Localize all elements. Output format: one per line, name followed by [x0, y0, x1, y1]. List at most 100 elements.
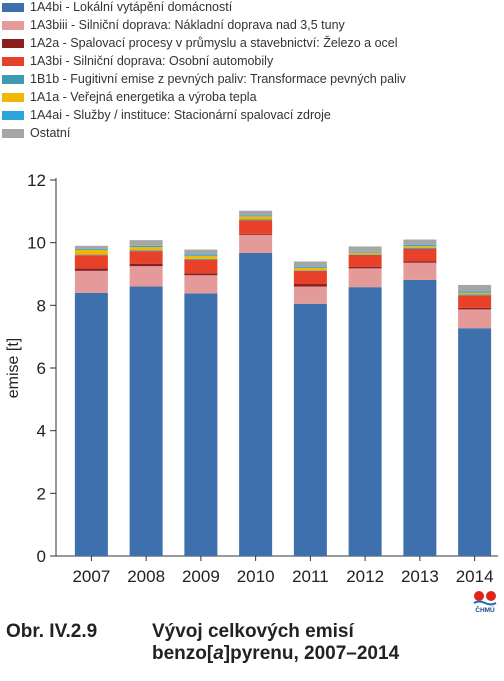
bar-segment	[184, 255, 218, 259]
y-tick-label: 12	[27, 171, 46, 190]
bar-segment	[403, 261, 437, 263]
bar-segment	[403, 244, 437, 247]
bar-segment	[74, 268, 108, 271]
chart-legend: 1A4bi - Lokální vytápění domácností 1A3bi…	[0, 0, 504, 144]
stacked-bar-chart: 0 2 4 6 8 10 12 emise [t] 2007 2008 2009 2010 2011 20…	[5, 171, 498, 586]
bar-segment	[403, 247, 437, 249]
y-axis-label: emise [t]	[5, 338, 22, 398]
bar-segment	[184, 275, 218, 294]
bar-segment	[348, 266, 382, 269]
bar-segment	[403, 262, 437, 280]
bar-segment	[184, 259, 218, 274]
legend-label: 1B1b - Fugitivní emise z pevných paliv: …	[30, 72, 406, 86]
x-tick-label: 2008	[127, 567, 165, 586]
bar-segment	[129, 263, 163, 267]
bar-segment	[458, 328, 492, 556]
bar-segment	[239, 253, 273, 557]
legend-item: 1A2a - Spalovací procesy v průmyslu a st…	[0, 36, 504, 54]
bar-segment	[458, 307, 492, 310]
legend-item: 1A3biii - Silniční doprava: Nákladní dop…	[0, 18, 504, 36]
figure-caption: Obr. IV.2.9 Vývoj celkových emisí benzo[a…	[6, 621, 466, 665]
bar-segment	[348, 268, 382, 288]
bar-segment	[458, 291, 492, 293]
legend-swatch	[2, 39, 24, 48]
bar-segment	[74, 292, 108, 556]
bar-segment	[239, 210, 273, 216]
bar-segment	[293, 270, 327, 285]
y-tick-label: 8	[37, 296, 46, 315]
bar-segment	[74, 255, 108, 269]
bar-segment	[348, 252, 382, 255]
bar-segment	[74, 254, 108, 256]
legend-swatch	[2, 57, 24, 66]
x-tick-label: 2010	[237, 567, 275, 586]
bar-segment	[184, 258, 218, 260]
bar-segment	[403, 279, 437, 556]
bar-segment	[348, 246, 382, 252]
bar-segment	[184, 254, 218, 256]
y-tick-label: 6	[37, 359, 46, 378]
bar-segment	[129, 250, 163, 252]
bar-segment	[74, 270, 108, 293]
bar-segment	[293, 268, 327, 271]
legend-swatch	[2, 129, 24, 138]
bar-segment	[348, 254, 382, 267]
bar-segment	[348, 287, 382, 556]
bar-segment	[403, 239, 437, 245]
x-tick-label: 2007	[72, 567, 110, 586]
legend-label: 1A3bi - Silniční doprava: Osobní automob…	[30, 54, 274, 68]
x-tick-label: 2014	[456, 567, 494, 586]
legend-item: 1A4ai - Služby / instituce: Stacionární …	[0, 108, 504, 126]
y-tick-label: 2	[37, 484, 46, 503]
bar-segment	[239, 220, 273, 234]
bar-segment	[129, 286, 163, 556]
bar-segment	[74, 249, 108, 255]
bar-segment	[239, 233, 273, 235]
bar-segment	[458, 284, 492, 292]
legend-label: 1A4bi - Lokální vytápění domácností	[30, 0, 233, 14]
y-tick-label: 4	[37, 422, 46, 441]
bar-segment	[458, 292, 492, 295]
x-tick-label: 2009	[182, 567, 220, 586]
legend-swatch	[2, 111, 24, 120]
bar-segment	[129, 251, 163, 264]
x-tick-label: 2013	[401, 567, 439, 586]
legend-item: 1A3bi - Silniční doprava: Osobní automob…	[0, 54, 504, 72]
bar-segment	[458, 309, 492, 329]
bar-segment	[129, 245, 163, 248]
legend-label: 1A4ai - Služby / instituce: Stacionární …	[30, 108, 331, 122]
bar-segment	[129, 247, 163, 251]
bar-segment	[129, 266, 163, 287]
legend-item: 1A1a - Veřejná energetika a výroba tepla	[0, 90, 504, 108]
bar-segment	[293, 284, 327, 287]
bar-segment	[239, 215, 273, 217]
legend-label: Ostatní	[30, 126, 71, 140]
bar-segment	[348, 254, 382, 255]
bar-segment	[403, 248, 437, 262]
bar-segment	[184, 293, 218, 556]
bar-segment	[403, 246, 437, 248]
figure-number: Obr. IV.2.9	[6, 621, 98, 642]
bar-segment	[293, 261, 327, 268]
bar-segment	[348, 251, 382, 253]
bar-segment	[458, 294, 492, 296]
x-tick-label: 2012	[346, 567, 384, 586]
y-tick-label: 0	[37, 547, 46, 566]
bar-segment	[293, 267, 327, 269]
figure-title-line1: Vývoj celkových emisí	[152, 621, 354, 642]
bar-segment	[239, 234, 273, 254]
legend-label: 1A3biii - Silniční doprava: Nákladní dop…	[30, 18, 345, 32]
bar-segment	[293, 270, 327, 271]
bar-segment	[293, 286, 327, 304]
figure-title-line2: benzo[a]pyrenu, 2007–2014	[152, 643, 400, 664]
bar-segment	[74, 248, 108, 250]
chmu-logo-icon	[473, 591, 497, 606]
y-tick-label: 10	[27, 234, 46, 253]
chmu-logo: ČHMÚ	[470, 589, 500, 619]
bar-segment	[184, 273, 218, 276]
bar-segment	[74, 245, 108, 249]
bar-segment	[239, 219, 273, 221]
legend-swatch	[2, 93, 24, 102]
bar-segment	[293, 303, 327, 556]
bar-segment	[458, 295, 492, 308]
